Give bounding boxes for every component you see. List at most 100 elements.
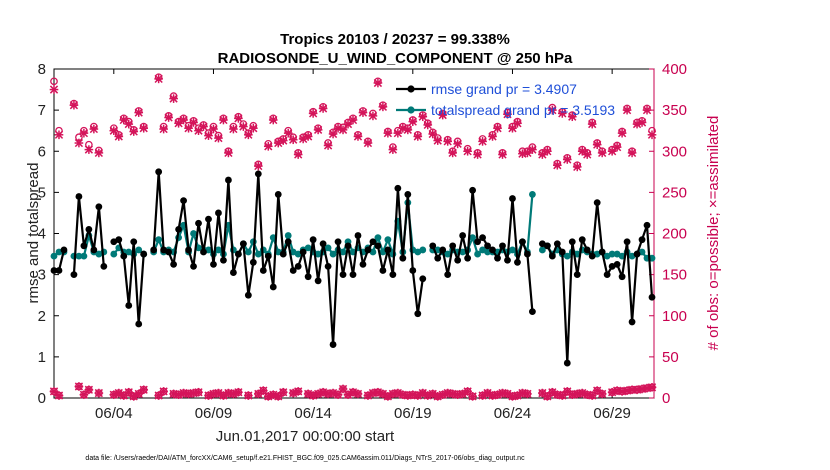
obs-assimilated-marker [403,125,413,135]
rmse-point [648,293,656,301]
rmse-point [374,242,382,250]
totalspread-point [324,244,332,252]
obs-assimilated-marker [219,115,228,125]
obs-assimilated-marker [463,146,472,156]
rmse-point [324,263,332,270]
rmse-point [364,246,372,254]
y-tick-label-left: 3 [38,267,46,284]
obs-assimilated-marker [523,148,532,158]
rmse-point [529,308,536,316]
obs-assimilated-marker [154,391,163,400]
rmse-point [264,252,272,260]
obs-assimilated-marker [368,111,378,121]
rmse-point [344,242,352,250]
rmse-point [115,236,123,244]
rmse-point [598,248,606,256]
rmse-point [299,248,307,256]
obs-assimilated-marker [169,94,178,103]
y-tick-label-right: 200 [662,226,687,243]
totalspread-point [254,250,262,258]
rmse-point [225,176,232,184]
obs-assimilated-marker [597,148,607,158]
rmse-point [578,236,586,244]
obs-assimilated-marker [94,388,104,398]
obs-assimilated-marker [423,120,433,130]
obs-assimilated-marker [353,132,363,141]
rmse-point [314,277,322,285]
obs-assimilated-marker [273,392,283,401]
rmse-point [389,271,397,279]
rmse-point [60,246,68,254]
y-tick-label-right: 250 [662,184,687,201]
obs-assimilated-marker [293,387,303,396]
rmse-point [489,246,496,254]
obs-assimilated-marker [478,137,487,146]
obs-assimilated-marker [69,100,79,110]
obs-assimilated-marker [229,124,238,134]
rmse-point [524,250,531,258]
rmse-point [454,256,462,264]
rmse-point [120,252,128,260]
obs-assimilated-marker [318,104,328,113]
chart-title-line2: RADIOSONDE_U_WIND_COMPONENT @ 250 hPa [218,50,573,67]
obs-assimilated-marker [174,390,183,400]
totalspread-point [474,250,481,258]
obs-assimilated-marker [468,392,477,401]
rmse-point [349,271,357,279]
obs-assimilated-marker [363,138,373,148]
rmse-point [244,291,252,299]
obs-assimilated-marker [134,108,144,117]
rmse-point [638,236,646,244]
obs-assimilated-marker [278,136,288,145]
obs-assimilated-marker [313,125,323,135]
obs-assimilated-marker [607,387,617,397]
obs-assimilated-marker [308,109,318,118]
rmse-point [195,219,202,227]
totalspread-point [509,246,516,254]
obs-assimilated-marker [303,132,313,141]
obs-assimilated-marker [283,128,293,138]
totalspread-point [374,234,382,242]
obs-assimilated-marker [114,132,124,141]
obs-assimilated-marker [642,105,652,115]
rmse-point [394,184,402,192]
obs-assimilated-marker [582,150,592,159]
obs-assimilated-marker [408,117,418,126]
y-tick-label-right: 150 [662,267,687,284]
rmse-point [234,250,242,258]
obs-assimilated-marker [538,150,547,159]
y-tick-label-right: 300 [662,143,687,160]
obs-assimilated-marker [438,110,448,120]
totalspread-point [304,244,312,252]
obs-assimilated-marker [617,128,627,138]
rmse-point [309,236,317,244]
rmse-point [404,191,412,198]
obs-assimilated-marker [89,124,99,134]
rmse-point [474,238,481,246]
rmse-point [479,234,486,242]
totalspread-point [50,252,58,260]
rmse-point [354,232,362,239]
obs-assimilated-marker [159,387,168,396]
totalspread-point [339,248,347,256]
x-tick-label: 06/04 [95,405,133,422]
obs-assimilated-marker [278,387,288,397]
rmse-series [50,168,656,367]
rmse-point [509,195,516,202]
rmse-point [409,267,417,274]
obs-assimilated-marker [224,148,233,158]
obs-assimilated-marker [373,78,383,88]
obs-assimilated-marker [49,85,59,94]
rmse-point [548,252,556,260]
obs-assimilated-marker [234,114,243,123]
obs-assimilated-marker [333,123,343,133]
rmse-point [504,256,511,264]
obs-assimilated-marker [577,146,587,156]
rmse-point [254,170,262,178]
rmse-point [419,275,427,283]
obs-assimilated-marker [234,387,243,397]
rmse-point [85,225,93,233]
rmse-point [50,267,58,274]
y-tick-label-right: 350 [662,102,687,119]
obs-assimilated-marker [139,385,149,395]
